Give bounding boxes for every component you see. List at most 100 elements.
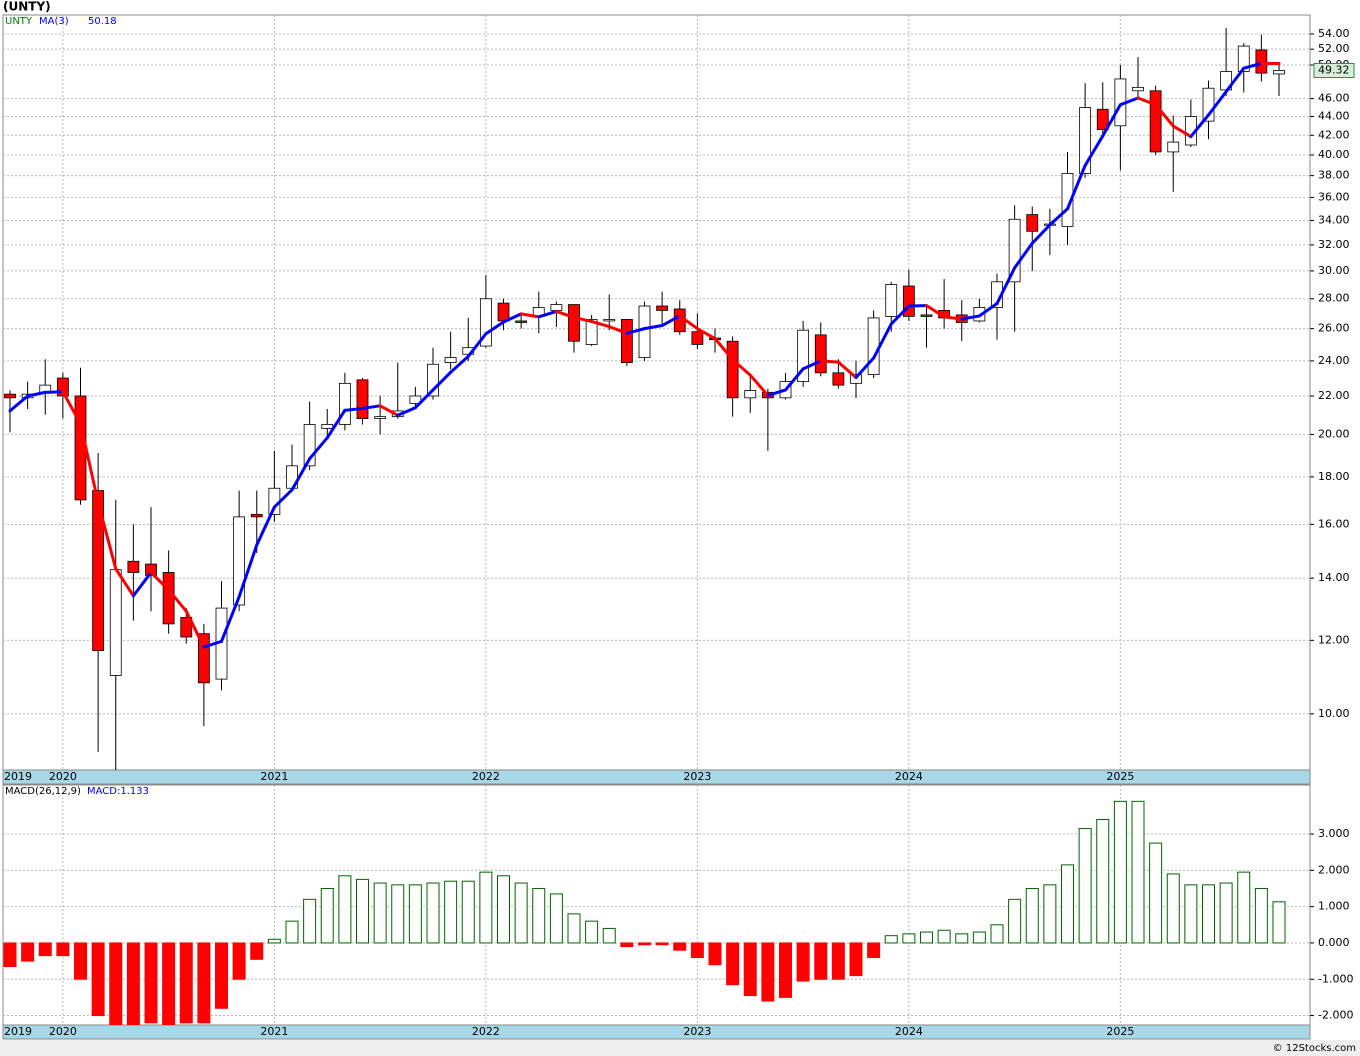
ma-segment: [1013, 241, 1034, 270]
ma-segment: [1048, 207, 1069, 227]
y-tick-label: -2.000: [1318, 1009, 1353, 1022]
macd-bar: [761, 942, 775, 1002]
ma-segment: [960, 314, 981, 321]
ma-segment: [1136, 96, 1158, 107]
macd-bar: [602, 927, 616, 944]
ma-segment: [167, 588, 188, 613]
macd-bar: [197, 942, 211, 1024]
ma-segment: [995, 266, 1017, 306]
date-strip: [2, 769, 1311, 785]
ma-segment: [378, 404, 400, 417]
macd-bar: [514, 882, 528, 944]
x-tick-label: 2024: [895, 1025, 923, 1038]
y-tick-label: 30.00: [1318, 264, 1350, 277]
candle-body: [356, 379, 369, 419]
macd-bar: [1237, 871, 1251, 944]
date-strip: [2, 1024, 1311, 1040]
ma-segment: [26, 390, 47, 398]
y-tick-label: 16.00: [1318, 517, 1350, 530]
ma-segment: [872, 322, 893, 360]
macd-bar: [831, 942, 845, 980]
candle-body: [1079, 107, 1092, 174]
candle-body: [497, 302, 510, 322]
x-tick-label: 2021: [260, 1025, 288, 1038]
y-tick-label: 32.00: [1318, 238, 1350, 251]
ma-segment: [678, 314, 699, 331]
ma-segment: [1242, 61, 1263, 70]
last-price-label: 49.32: [1318, 64, 1350, 77]
candle-body: [814, 334, 827, 374]
ma-segment: [325, 408, 347, 440]
candle-body: [479, 298, 492, 347]
macd-bar: [1131, 800, 1145, 944]
candle-body: [1096, 108, 1109, 130]
macd-bar: [972, 931, 986, 944]
candle-body: [1202, 87, 1215, 122]
ma-segment: [590, 319, 611, 329]
y-tick-label: 34.00: [1318, 213, 1350, 226]
candle-body: [1061, 173, 1074, 227]
ma-segment: [184, 609, 206, 649]
y-tick-label: 42.00: [1318, 128, 1350, 141]
ma-segment: [572, 315, 594, 323]
macd-bar: [655, 942, 669, 946]
candle-body: [744, 390, 757, 399]
ma-segment: [784, 367, 805, 392]
candle-body: [1026, 214, 1039, 232]
macd-bar: [779, 942, 792, 998]
candle-body: [1237, 45, 1250, 72]
macd-bar: [620, 942, 634, 948]
macd-bar: [1254, 887, 1268, 944]
candle-body: [1132, 86, 1144, 92]
ma-segment: [1066, 163, 1087, 211]
macd-bar: [1008, 898, 1022, 944]
ma-segment: [237, 543, 259, 599]
ma-segment: [449, 354, 470, 374]
macd-bar: [408, 884, 422, 944]
macd-bar: [1272, 901, 1286, 944]
candle-body: [127, 560, 140, 573]
macd-bar: [162, 942, 176, 1025]
candle-body: [550, 304, 563, 311]
macd-bar: [1184, 884, 1198, 944]
macd-bar: [109, 942, 123, 1025]
ma-segment: [713, 337, 735, 362]
ma-segment: [819, 359, 840, 364]
macd-bar: [497, 875, 510, 944]
ma-segment: [731, 358, 752, 377]
x-tick-label: 2023: [683, 1025, 711, 1038]
candle-body: [233, 516, 246, 606]
macd-bar: [1113, 800, 1127, 944]
y-tick-label: -1.000: [1318, 972, 1353, 985]
candle-body: [885, 284, 898, 317]
macd-bar: [179, 942, 193, 1024]
x-tick-label: 2020: [49, 770, 77, 783]
candle-body: [56, 377, 69, 397]
x-tick-label: 2022: [472, 1025, 500, 1038]
ma-segment: [519, 312, 541, 319]
macd-bar: [267, 938, 281, 944]
y-tick-label: 18.00: [1318, 470, 1350, 483]
macd-bar: [126, 942, 140, 1025]
macd-latest: MACD:1.133: [87, 786, 149, 797]
candle-body: [338, 382, 351, 425]
candle-body: [409, 395, 422, 404]
macd-bar: [920, 931, 933, 944]
macd-bar: [549, 893, 563, 944]
macd-bar: [814, 942, 828, 980]
macd-bar: [215, 942, 228, 1009]
y-tick-label: 26.00: [1318, 322, 1350, 335]
ma-segment: [889, 304, 911, 326]
ma-segment: [1118, 96, 1140, 107]
x-tick-label: 2025: [1106, 770, 1134, 783]
y-tick-label: 1.000: [1318, 900, 1350, 913]
macd-bar: [726, 942, 740, 986]
candle-body: [427, 363, 439, 397]
macd-bar: [990, 924, 1004, 944]
ma-segment: [202, 639, 223, 649]
y-tick-label: 0.000: [1318, 936, 1350, 949]
macd-bar: [38, 942, 52, 957]
candle-body: [4, 393, 16, 399]
macd-bar: [743, 942, 757, 997]
ma-segment: [925, 304, 946, 319]
